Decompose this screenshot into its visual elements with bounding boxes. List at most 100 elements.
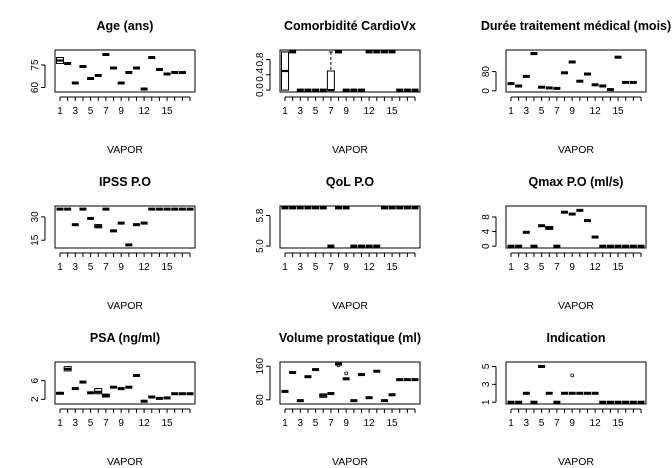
x-tick-label: 5 xyxy=(88,106,94,117)
median-bar xyxy=(553,244,561,248)
median-bar xyxy=(538,85,546,89)
y-tick-label: 80 xyxy=(481,66,492,78)
median-bar xyxy=(304,375,312,379)
x-tick-label: 12 xyxy=(364,262,376,273)
median-bar xyxy=(140,87,148,91)
x-axis-label: VAPOR xyxy=(558,456,594,468)
panel-title: IPSS P.O xyxy=(99,175,151,189)
y-tick-label: 60 xyxy=(30,82,41,94)
median-bar xyxy=(171,71,179,74)
median-bar xyxy=(365,50,373,54)
median-bar xyxy=(327,392,335,395)
median-bar xyxy=(515,244,523,248)
panel-title: PSA (ng/ml) xyxy=(90,331,160,345)
median-bar xyxy=(365,396,373,400)
median-bar xyxy=(388,50,396,54)
x-tick-label: 12 xyxy=(590,418,602,429)
median-bar xyxy=(357,88,365,92)
x-tick-label: 7 xyxy=(103,418,109,429)
panel-title: Indication xyxy=(546,331,605,345)
median-bar xyxy=(599,244,607,248)
x-axis-label: VAPOR xyxy=(558,300,594,312)
x-tick-label: 1 xyxy=(508,106,514,117)
median-bar xyxy=(296,206,304,210)
median-bar xyxy=(561,210,569,214)
median-bar xyxy=(507,244,515,248)
median-bar xyxy=(171,392,179,396)
panel-title: Age (ans) xyxy=(97,19,154,33)
x-tick-label: 12 xyxy=(139,418,151,429)
median-bar xyxy=(545,391,553,395)
x-tick-label: 7 xyxy=(328,418,334,429)
median-bar xyxy=(178,207,186,211)
x-tick-label: 9 xyxy=(118,262,124,273)
panel-title: Volume prostatique (ml) xyxy=(279,331,421,345)
median-bar xyxy=(515,84,523,88)
median-bar xyxy=(373,50,381,54)
median-bar xyxy=(561,391,569,395)
panel-3: Durée traitement médical (mois) VAPOR 1 3 5 7… xyxy=(481,19,671,156)
median-bar xyxy=(396,378,404,382)
median-bar xyxy=(507,82,515,86)
median-bar xyxy=(622,400,630,404)
x-tick-label: 12 xyxy=(364,418,376,429)
y-tick-label: 30 xyxy=(30,211,41,223)
y-tick-label: 15 xyxy=(30,234,41,246)
y-tick-label: 3 xyxy=(481,381,492,387)
median-bar xyxy=(350,244,358,248)
median-bar xyxy=(357,373,365,377)
median-bar xyxy=(538,364,546,368)
y-tick-label: 0.0 xyxy=(255,83,266,97)
x-tick-label: 9 xyxy=(343,106,349,117)
median-bar xyxy=(71,81,79,85)
y-tick-label: 75 xyxy=(30,59,41,71)
x-tick-label: 1 xyxy=(282,262,288,273)
median-bar xyxy=(373,369,381,373)
median-bar xyxy=(319,206,327,210)
x-tick-label: 5 xyxy=(313,106,319,117)
median-bar xyxy=(125,385,133,389)
median-bar xyxy=(583,219,591,223)
x-axis-label: VAPOR xyxy=(332,144,368,156)
median-bar xyxy=(411,88,419,92)
panel-5: QoL P.O VAPOR 1 3 5 7 9 12 15 5.0 5.8 xyxy=(255,175,421,312)
x-tick-label: 12 xyxy=(590,262,602,273)
median-bar xyxy=(289,50,297,54)
panel-8: Volume prostatique (ml) VAPOR 1 3 5 7 9 12 15 80 1… xyxy=(255,331,421,468)
median-bar xyxy=(380,206,388,210)
median-bar xyxy=(79,207,87,211)
median-bar xyxy=(538,224,546,228)
x-tick-label: 15 xyxy=(386,418,398,429)
median-bar xyxy=(403,378,411,382)
panel-6: Qmax P.O (ml/s) VAPOR 1 3 5 7 9 12 15 0 4 8 xyxy=(481,175,647,312)
median-bar xyxy=(155,68,163,71)
median-bar xyxy=(396,206,404,210)
panel-title: Durée traitement médical (mois) xyxy=(481,19,671,33)
median-bar xyxy=(568,391,576,395)
median-bar xyxy=(637,400,645,404)
x-tick-label: 1 xyxy=(282,418,288,429)
median-bar xyxy=(79,380,87,384)
median-bar xyxy=(583,72,591,76)
x-axis-label: VAPOR xyxy=(107,456,143,468)
x-tick-label: 15 xyxy=(612,106,624,117)
x-tick-label: 15 xyxy=(386,262,398,273)
median-bar xyxy=(553,86,561,90)
x-tick-label: 9 xyxy=(343,418,349,429)
x-tick-label: 5 xyxy=(539,262,545,273)
median-bar xyxy=(312,88,320,92)
panel-4: IPSS P.O VAPOR 1 3 5 7 9 12 15 15 30 xyxy=(30,175,196,312)
box xyxy=(326,70,335,91)
median-bar xyxy=(522,391,530,395)
median-bar xyxy=(102,207,110,211)
panel-title: Comorbidité CardioVx xyxy=(284,19,416,33)
x-tick-label: 1 xyxy=(57,106,63,117)
x-tick-label: 7 xyxy=(328,262,334,273)
x-tick-label: 5 xyxy=(539,106,545,117)
median-bar xyxy=(64,62,72,65)
median-bar xyxy=(125,243,133,247)
x-tick-label: 5 xyxy=(313,418,319,429)
median-bar xyxy=(140,221,148,225)
